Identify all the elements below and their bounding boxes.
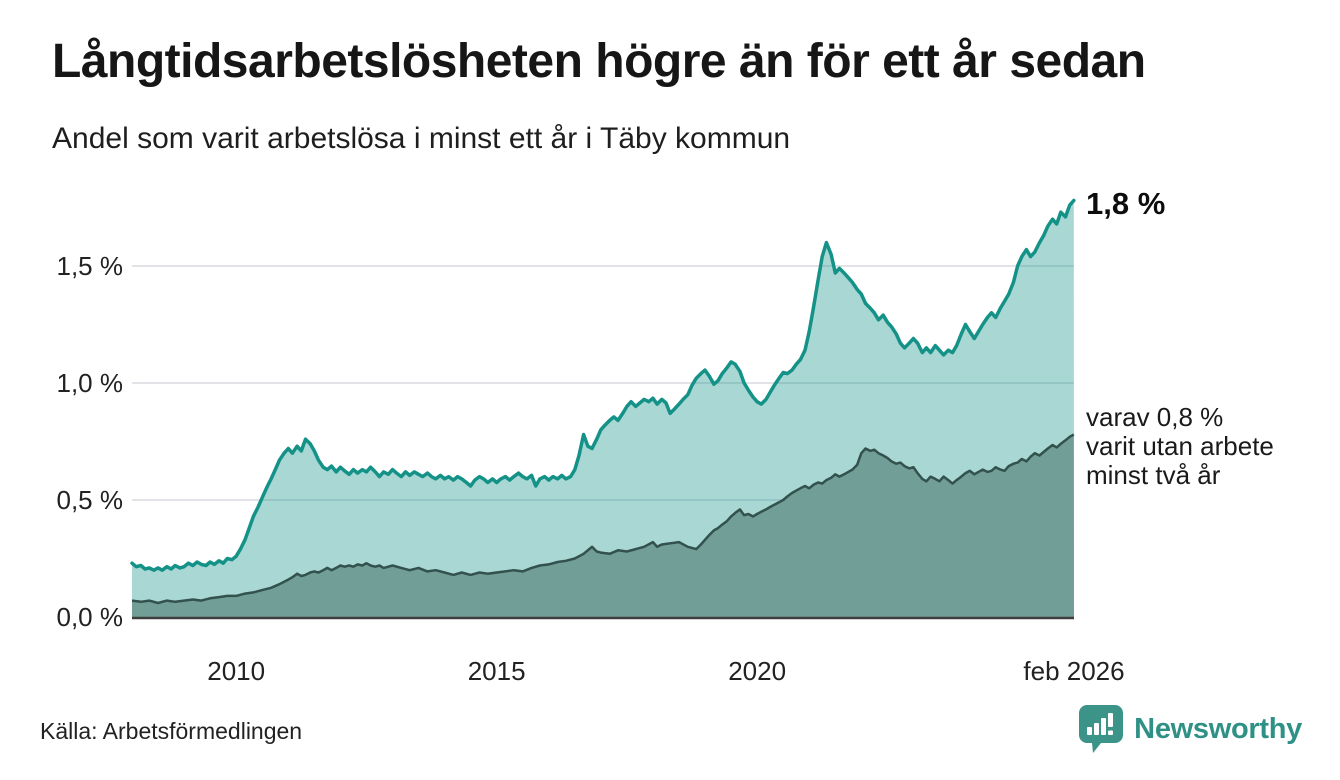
source-credit: Källa: Arbetsförmedlingen — [40, 718, 303, 744]
x-tick-label: 2010 — [207, 656, 266, 686]
brand-wordmark: Newsworthy — [1134, 712, 1302, 745]
series2-area — [132, 434, 1074, 617]
chart-subtitle: Andel som varit arbetslösa i minst ett å… — [52, 122, 791, 155]
page-title: Långtidsarbetslösheten högre än för ett … — [52, 35, 1146, 88]
x-tick-label: 2020 — [728, 656, 787, 686]
series1-end-value-label: 1,8 % — [1086, 186, 1166, 222]
series2-line — [131, 433, 1075, 605]
annotation-line: varav 0,8 % — [1086, 402, 1224, 432]
newsworthy-logo: Newsworthy — [1078, 704, 1302, 754]
newsworthy-bubble-chart-icon — [1079, 705, 1124, 753]
y-tick-label: 1,0 % — [56, 368, 124, 398]
y-tick-label: 1,5 % — [56, 251, 124, 281]
x-tick-label: feb 2026 — [1023, 656, 1125, 686]
annotation-line: varit utan arbete — [1086, 431, 1274, 461]
annotation-line: minst två år — [1086, 460, 1221, 490]
x-tick-label: 2015 — [467, 656, 526, 686]
series2-annotation: varav 0,8 % varit utan arbete minst två … — [1086, 403, 1274, 490]
y-tick-label: 0,5 % — [56, 485, 124, 515]
series1-line — [130, 198, 1076, 572]
y-tick-label: 0,0 % — [56, 602, 124, 632]
